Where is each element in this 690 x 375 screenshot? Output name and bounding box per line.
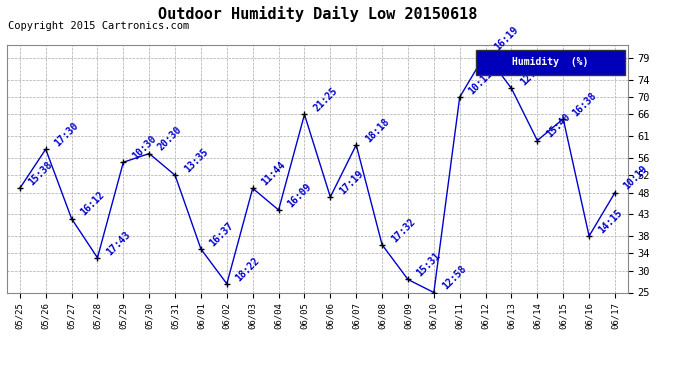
Point bbox=[480, 51, 491, 57]
Point bbox=[144, 150, 155, 156]
Point bbox=[377, 242, 388, 248]
Point bbox=[325, 194, 336, 200]
Text: 21:25: 21:25 bbox=[311, 86, 339, 114]
Text: 15:38: 15:38 bbox=[27, 160, 55, 188]
Point bbox=[454, 94, 465, 100]
Text: 16:19: 16:19 bbox=[493, 25, 520, 53]
Text: 13:35: 13:35 bbox=[182, 147, 210, 174]
Text: 16:38: 16:38 bbox=[570, 90, 598, 118]
Text: Outdoor Humidity Daily Low 20150618: Outdoor Humidity Daily Low 20150618 bbox=[158, 6, 477, 22]
Point bbox=[118, 159, 129, 165]
Text: 16:37: 16:37 bbox=[208, 220, 236, 248]
Text: 15:40: 15:40 bbox=[544, 112, 572, 140]
Text: 17:43: 17:43 bbox=[104, 229, 132, 257]
Point bbox=[273, 207, 284, 213]
Text: 18:18: 18:18 bbox=[363, 116, 391, 144]
Point bbox=[506, 86, 517, 92]
Point bbox=[66, 216, 77, 222]
Text: 12:58: 12:58 bbox=[441, 264, 469, 292]
Text: Humidity  (%): Humidity (%) bbox=[512, 57, 589, 68]
Point bbox=[14, 185, 26, 191]
Point bbox=[195, 246, 206, 252]
Text: 10:30: 10:30 bbox=[130, 134, 158, 162]
Text: 18:22: 18:22 bbox=[234, 255, 262, 283]
Text: 16:12: 16:12 bbox=[79, 190, 106, 218]
Text: 16:09: 16:09 bbox=[286, 182, 313, 209]
Point bbox=[609, 190, 620, 196]
Point bbox=[221, 281, 233, 287]
Point bbox=[428, 290, 440, 296]
Text: 12:32: 12:32 bbox=[518, 60, 546, 88]
Text: 10:11: 10:11 bbox=[466, 69, 495, 96]
Text: 20:30: 20:30 bbox=[156, 125, 184, 153]
Point bbox=[402, 276, 413, 282]
Text: 14:15: 14:15 bbox=[596, 207, 624, 235]
Text: 10:19: 10:19 bbox=[622, 164, 650, 192]
Point bbox=[584, 233, 595, 239]
Point bbox=[170, 172, 181, 178]
Point bbox=[558, 116, 569, 122]
Text: 15:31: 15:31 bbox=[415, 251, 443, 279]
Text: 17:19: 17:19 bbox=[337, 168, 365, 196]
Text: 17:32: 17:32 bbox=[389, 216, 417, 244]
Point bbox=[299, 111, 310, 117]
Point bbox=[247, 185, 258, 191]
FancyBboxPatch shape bbox=[476, 50, 625, 75]
Text: Copyright 2015 Cartronics.com: Copyright 2015 Cartronics.com bbox=[8, 21, 189, 32]
Point bbox=[351, 142, 362, 148]
Text: 11:44: 11:44 bbox=[259, 160, 288, 188]
Point bbox=[92, 255, 103, 261]
Point bbox=[532, 138, 543, 144]
Text: 17:30: 17:30 bbox=[52, 121, 81, 148]
Point bbox=[40, 146, 51, 152]
